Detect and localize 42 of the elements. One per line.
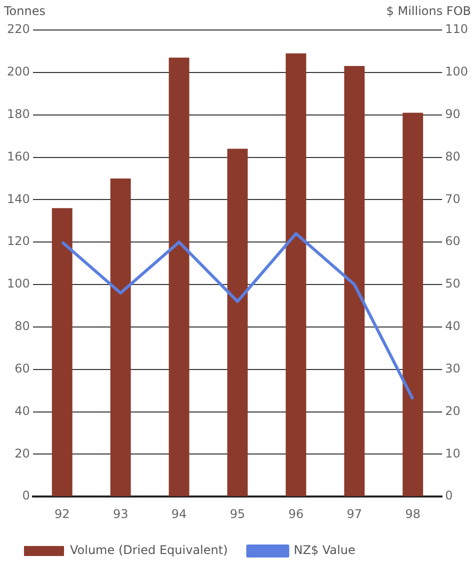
y2-tick-label: 100 (445, 64, 468, 79)
bar (168, 58, 190, 496)
y2-tick-label: 110 (445, 22, 468, 36)
y-tick-label: 160 (7, 149, 30, 164)
x-tick-label: 93 (112, 506, 128, 521)
bar (110, 178, 131, 496)
y2-axis-title: $ Millions FOB (386, 4, 471, 18)
y-tick-label: 20 (14, 446, 30, 460)
y-axis-title: Tonnes (3, 4, 46, 18)
x-tick-label: 98 (405, 506, 421, 521)
bar (344, 66, 365, 496)
y-tick-label: 0 (22, 488, 30, 503)
y2-tick-label: 20 (445, 404, 460, 418)
bar (286, 53, 306, 496)
x-tick-label: 95 (230, 506, 246, 521)
y-tick-label: 60 (14, 361, 30, 376)
legend-label: NZ$ Value (294, 543, 356, 558)
x-tick-label: 97 (346, 506, 362, 521)
bar (402, 112, 424, 496)
y-tick-label: 40 (14, 404, 30, 418)
y-tick-label: 140 (7, 192, 30, 206)
y2-tick-label: 70 (445, 192, 460, 206)
y2-tick-label: 90 (445, 106, 460, 121)
y-tick-label: 120 (7, 234, 30, 248)
x-tick-label: 94 (171, 506, 187, 521)
x-tick-label: 96 (288, 506, 304, 521)
y2-tick-label: 10 (445, 446, 460, 460)
y-tick-label: 80 (14, 319, 30, 334)
y-tick-label: 200 (7, 64, 30, 79)
y2-tick-label: 60 (445, 234, 460, 248)
y2-tick-label: 0 (445, 488, 453, 503)
y2-tick-label: 40 (445, 319, 460, 334)
y2-tick-label: 80 (445, 149, 460, 164)
y2-tick-label: 30 (445, 361, 460, 376)
y-tick-label: 180 (7, 106, 30, 121)
bar (227, 148, 248, 496)
legend-label: Volume (Dried Equivalent) (70, 543, 228, 558)
y-tick-label: 220 (7, 22, 30, 36)
y-tick-label: 100 (7, 276, 30, 291)
x-tick-label: 92 (54, 506, 70, 521)
bar (52, 208, 72, 496)
y2-tick-label: 50 (445, 276, 460, 291)
